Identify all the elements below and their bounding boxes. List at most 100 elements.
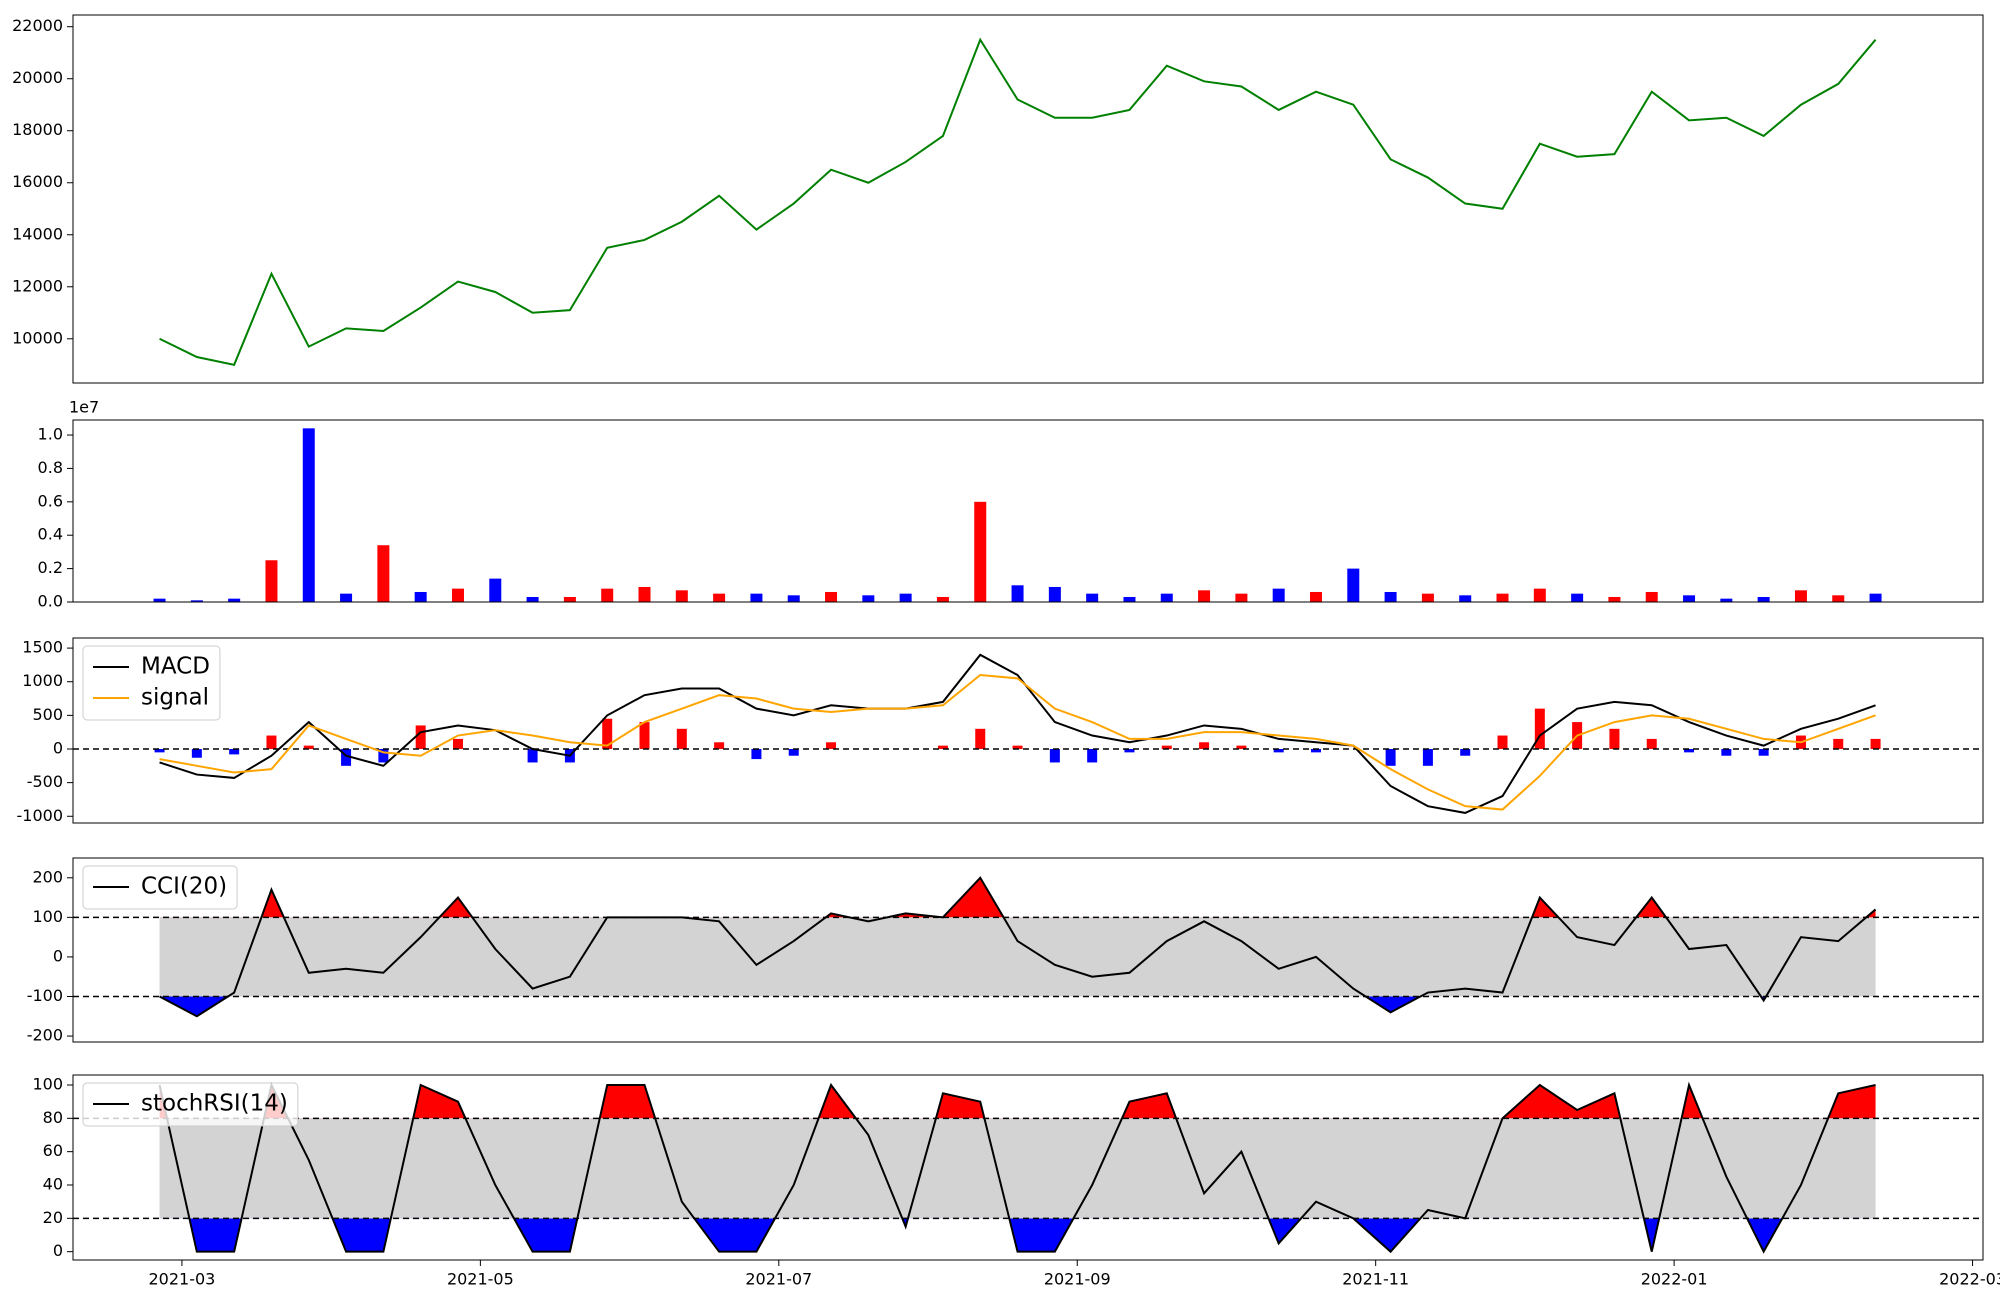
neutral-band bbox=[159, 917, 1876, 997]
histogram-bar bbox=[1199, 742, 1210, 749]
histogram-bar bbox=[1684, 749, 1695, 753]
histogram-bar bbox=[937, 745, 948, 749]
y-tick-label: 20 bbox=[43, 1208, 63, 1227]
y-tick-label: 0 bbox=[53, 1241, 63, 1260]
histogram-bar bbox=[1758, 749, 1769, 756]
bar bbox=[713, 593, 726, 602]
histogram-bar bbox=[1870, 738, 1881, 749]
histogram-bar bbox=[415, 725, 426, 749]
y-tick-label: 1.0 bbox=[38, 425, 63, 444]
x-tick-label: 2021-07 bbox=[745, 1270, 812, 1289]
bar bbox=[1011, 585, 1024, 602]
y-tick-label: 18000 bbox=[12, 120, 63, 139]
legend-label: CCI(20) bbox=[141, 874, 227, 900]
bar bbox=[265, 560, 278, 602]
y-tick-label: 100 bbox=[32, 1075, 63, 1094]
histogram-bar bbox=[751, 749, 762, 760]
y-tick-label: 60 bbox=[43, 1141, 63, 1160]
x-tick-label: 2021-05 bbox=[447, 1270, 514, 1289]
bar bbox=[1645, 591, 1658, 602]
y-tick-label: 100 bbox=[32, 907, 63, 926]
bar bbox=[1757, 596, 1770, 602]
neutral-band bbox=[159, 1118, 1876, 1219]
y-tick-label: 0.8 bbox=[38, 458, 63, 477]
bar bbox=[451, 588, 464, 602]
y-tick-label: -100 bbox=[27, 986, 63, 1005]
series-line bbox=[159, 653, 1876, 814]
y-tick-label: 20000 bbox=[12, 68, 63, 87]
bar bbox=[1048, 586, 1061, 602]
bar bbox=[190, 600, 203, 602]
histogram-bar bbox=[452, 738, 463, 749]
y-tick-label: 22000 bbox=[12, 16, 63, 35]
histogram-bar bbox=[714, 742, 725, 749]
bar bbox=[414, 591, 427, 602]
y-tick-label: 16000 bbox=[12, 172, 63, 191]
bar bbox=[1347, 568, 1360, 602]
bar bbox=[1720, 598, 1733, 602]
histogram-bar bbox=[341, 749, 352, 766]
bar bbox=[1571, 593, 1584, 602]
bar bbox=[1086, 593, 1099, 602]
histogram-bar bbox=[676, 728, 687, 749]
y-tick-label: 0.4 bbox=[38, 525, 63, 544]
histogram-bar bbox=[1721, 749, 1732, 756]
bar bbox=[153, 598, 166, 602]
histogram-bar bbox=[1609, 728, 1620, 749]
y-tick-label: 0 bbox=[53, 739, 63, 758]
y-tick-label: 200 bbox=[32, 867, 63, 886]
series-line bbox=[159, 673, 1876, 811]
histogram-bar bbox=[1124, 749, 1135, 753]
legend-box bbox=[82, 865, 238, 910]
axis-offset-label: 1e7 bbox=[69, 398, 99, 417]
histogram-bar bbox=[1273, 749, 1284, 753]
histogram-bar bbox=[303, 745, 314, 749]
bar bbox=[302, 428, 315, 602]
bar bbox=[601, 588, 614, 602]
histogram-bar bbox=[1833, 738, 1844, 749]
histogram-bar bbox=[266, 735, 277, 749]
y-tick-label: 1500 bbox=[22, 638, 63, 657]
bar bbox=[675, 590, 688, 602]
y-tick-label: 1000 bbox=[22, 671, 63, 690]
bar bbox=[1272, 588, 1285, 602]
legend-label: stochRSI(14) bbox=[141, 1091, 288, 1117]
bar bbox=[862, 595, 875, 602]
legend-box bbox=[82, 645, 221, 721]
y-tick-label: 0 bbox=[53, 946, 63, 965]
bar bbox=[526, 596, 539, 602]
overbought-fill bbox=[159, 1085, 1876, 1119]
y-tick-label: 10000 bbox=[12, 328, 63, 347]
histogram-bar bbox=[1012, 745, 1023, 749]
series-line bbox=[159, 37, 1877, 366]
histogram-bar bbox=[229, 749, 240, 755]
histogram-bar bbox=[1646, 738, 1657, 749]
bar bbox=[1309, 591, 1322, 602]
panel-frame bbox=[72, 419, 1984, 603]
bar bbox=[1533, 588, 1546, 602]
bar bbox=[787, 595, 800, 602]
x-tick-label: 2021-03 bbox=[149, 1270, 216, 1289]
y-tick-label: 12000 bbox=[12, 276, 63, 295]
histogram-bar bbox=[788, 749, 799, 756]
bar bbox=[825, 591, 838, 602]
y-tick-label: 500 bbox=[32, 705, 63, 724]
bar bbox=[228, 598, 241, 602]
histogram-bar bbox=[1049, 749, 1060, 763]
bar bbox=[1198, 590, 1211, 602]
legend-box bbox=[82, 1082, 299, 1127]
y-tick-label: 80 bbox=[43, 1108, 63, 1127]
bar bbox=[638, 586, 651, 602]
bar bbox=[340, 593, 353, 602]
bar bbox=[1123, 596, 1136, 602]
bar bbox=[1832, 595, 1845, 602]
histogram-bar bbox=[1161, 745, 1172, 749]
histogram-bar bbox=[1236, 745, 1247, 749]
histogram-bar bbox=[1497, 735, 1508, 749]
bar bbox=[1683, 595, 1696, 602]
y-tick-label: 0.2 bbox=[38, 558, 63, 577]
legend-label: signal bbox=[141, 685, 209, 711]
y-tick-label: 14000 bbox=[12, 224, 63, 243]
x-tick-label: 2022-01 bbox=[1641, 1270, 1708, 1289]
